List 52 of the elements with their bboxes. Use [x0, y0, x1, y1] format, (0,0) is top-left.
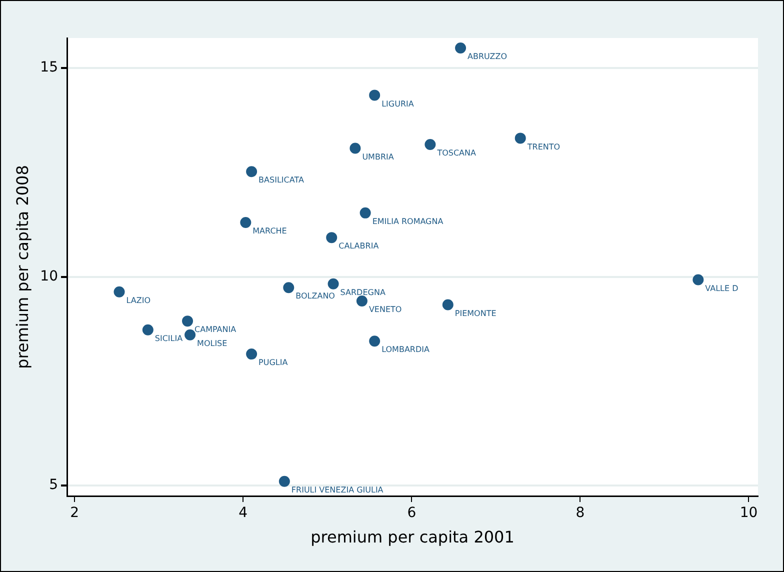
annotation: MOLISE: [197, 338, 228, 348]
annotation: BOLZANO: [296, 292, 335, 301]
annotation: LIGURIA: [382, 99, 414, 108]
point: [278, 476, 290, 487]
x-axis-title: premium per capita 2001: [310, 528, 514, 547]
y-tick-label: 15: [40, 60, 58, 76]
annotation: LOMBARDIA: [382, 345, 430, 354]
annotation: BASILICATA: [258, 176, 304, 185]
point: [184, 329, 196, 340]
point: [514, 132, 526, 144]
point: [442, 299, 454, 310]
point: [369, 90, 380, 101]
annotation: FRIULI VENEZIA GIULIA: [291, 485, 384, 494]
point: [455, 42, 466, 54]
point: [350, 142, 361, 154]
point: [328, 278, 339, 290]
annotation: CAMPANIA: [194, 325, 237, 334]
point: [283, 282, 294, 294]
annotation: VENETO: [368, 305, 402, 314]
x-tick-label: 10: [740, 505, 758, 522]
annotation: VALLE D: [705, 284, 738, 293]
y-axis-title: premium per capita 2008: [12, 165, 32, 369]
x-tick-label: 8: [576, 505, 585, 522]
point: [692, 274, 704, 286]
point: [142, 324, 154, 336]
point: [246, 166, 258, 178]
point: [114, 286, 125, 298]
annotation: PIEMONTE: [454, 308, 496, 318]
annotation: SICILIA: [154, 334, 184, 343]
annotation: LAZIO: [126, 296, 151, 305]
x-tick-label: 4: [238, 505, 248, 522]
annotation: MARCHE: [252, 226, 287, 236]
annotation: TOSCANA: [436, 148, 477, 158]
x-tick-label: 6: [407, 505, 416, 522]
annotation: ABRUZZO: [468, 52, 508, 62]
point: [356, 296, 368, 307]
point: [360, 207, 371, 218]
annotation: CALABRIA: [338, 242, 380, 251]
annotation: SARDEGNA: [340, 288, 386, 297]
annotation: PUGLIA: [258, 358, 288, 368]
y-tick-label: 10: [40, 268, 58, 284]
point: [246, 348, 258, 360]
x-tick-label: 2: [70, 505, 80, 522]
point: [182, 316, 194, 327]
annotation: EMILIA ROMAGNA: [372, 217, 444, 226]
annotation: UMBRIA: [362, 152, 394, 162]
y-tick-label: 5: [49, 477, 58, 494]
point: [326, 232, 338, 244]
point: [240, 217, 252, 228]
point: [369, 336, 380, 347]
point: [424, 138, 436, 150]
annotation: TRENTO: [526, 142, 560, 152]
